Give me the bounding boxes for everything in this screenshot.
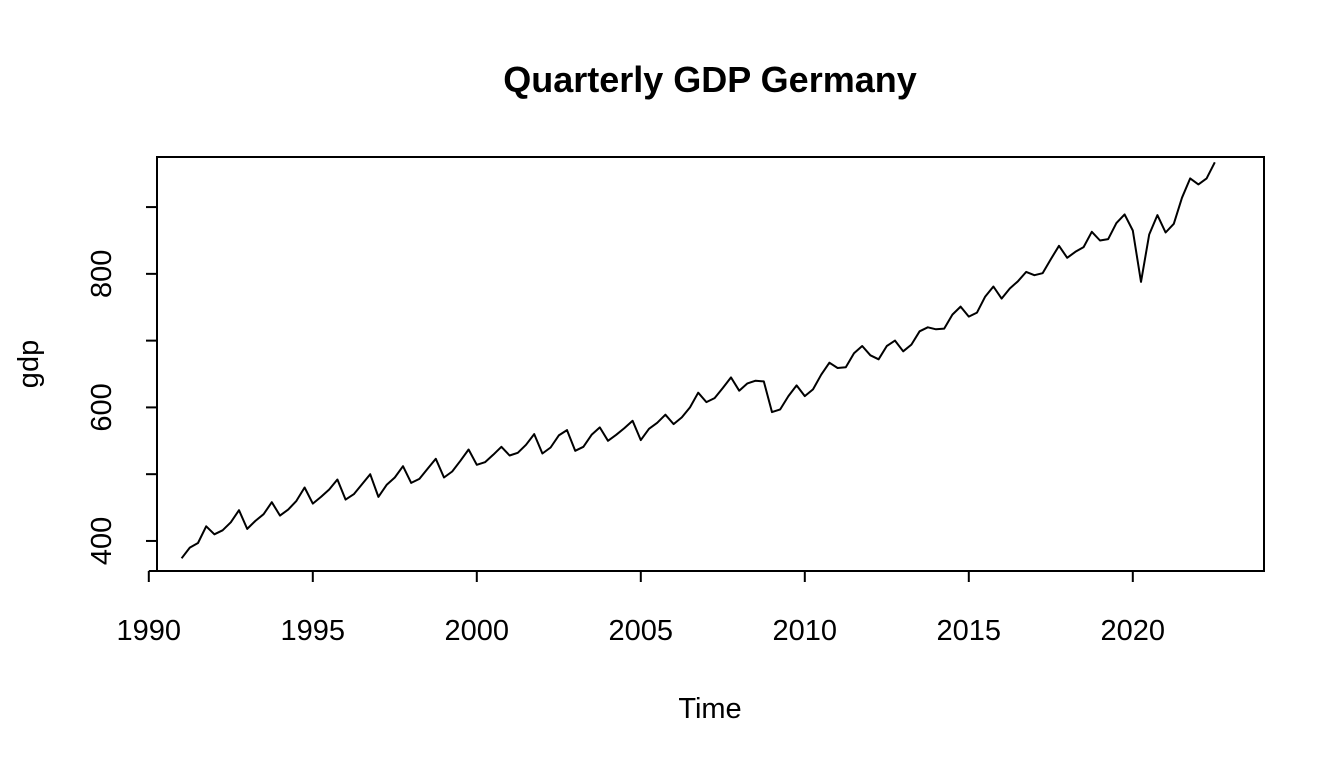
x-axis: 1990 1995 2000 2005 2010 2015 2020: [117, 570, 1166, 647]
x-tick-label: 2000: [445, 615, 510, 647]
chart-title: Quarterly GDP Germany: [503, 59, 917, 100]
gdp-series-line: [180, 161, 1216, 559]
y-axis: 400 600 800: [86, 206, 158, 565]
x-tick-label: 1990: [117, 615, 182, 647]
x-tick-label: 2015: [937, 615, 1002, 647]
y-tick-label: 600: [86, 383, 118, 431]
y-tick-label: 400: [86, 517, 118, 565]
y-axis-title: gdp: [13, 340, 45, 388]
x-tick-label: 1995: [281, 615, 346, 647]
x-tick-label: 2005: [609, 615, 674, 647]
plot-frame: [156, 156, 1265, 572]
x-tick-label: 2020: [1101, 615, 1166, 647]
x-tick-label: 2010: [773, 615, 838, 647]
y-tick-label: 800: [86, 250, 118, 298]
x-axis-title: Time: [678, 693, 741, 725]
